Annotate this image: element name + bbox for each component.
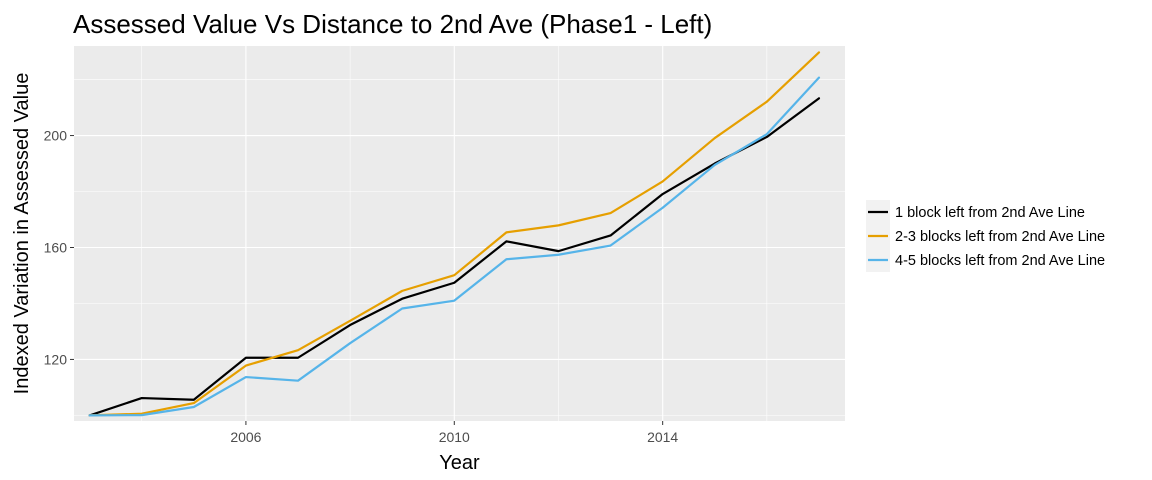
x-tick-label: 2010 bbox=[439, 429, 470, 445]
y-tick-label: 200 bbox=[44, 128, 68, 144]
plot-panel bbox=[74, 46, 845, 421]
series-line-1 bbox=[88, 97, 821, 417]
series-line-3 bbox=[88, 76, 821, 417]
x-axis: 2006 2010 2014 bbox=[230, 421, 678, 445]
chart-title: Assessed Value Vs Distance to 2nd Ave (P… bbox=[73, 9, 712, 39]
series-line-2 bbox=[88, 51, 821, 417]
x-axis-title: Year bbox=[439, 452, 480, 474]
minor-gridlines bbox=[74, 46, 845, 421]
x-tick-label: 2006 bbox=[230, 429, 261, 445]
legend-label-1: 1 block left from 2nd Ave Line bbox=[895, 205, 1085, 221]
legend-label-2: 2-3 blocks left from 2nd Ave Line bbox=[895, 229, 1105, 245]
legend-label-3: 4-5 blocks left from 2nd Ave Line bbox=[895, 253, 1105, 269]
series-lines bbox=[88, 51, 821, 417]
y-axis-title: Indexed Variation in Assessed Value bbox=[11, 73, 33, 395]
y-tick-label: 160 bbox=[44, 239, 68, 255]
x-tick-label: 2014 bbox=[647, 429, 678, 445]
y-tick-label: 120 bbox=[44, 351, 68, 367]
y-axis: 120 160 200 bbox=[44, 128, 74, 367]
legend: 1 block left from 2nd Ave Line 2-3 blocks… bbox=[866, 200, 1105, 272]
